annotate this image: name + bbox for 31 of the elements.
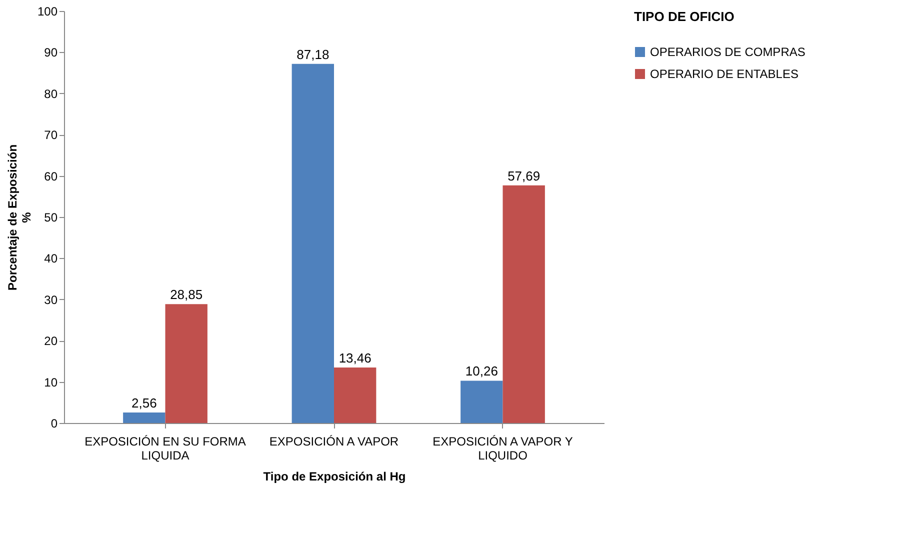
- legend-label: OPERARIO DE ENTABLES: [650, 67, 798, 81]
- data-label: 10,26: [465, 364, 498, 379]
- data-label: 87,18: [296, 46, 330, 62]
- bar: [502, 185, 545, 423]
- bar: [165, 304, 208, 423]
- data-label: 28,85: [170, 287, 203, 302]
- y-tick-label: 0: [50, 416, 58, 430]
- legend-label: OPERARIOS DE COMPRAS: [650, 45, 806, 59]
- x-axis-title: Tipo de Exposición al Hg: [263, 470, 406, 484]
- data-label: 57,69: [508, 168, 540, 184]
- y-tick-label: 20: [44, 334, 58, 348]
- data-label: 13,46: [338, 350, 372, 366]
- y-tick-label: 50: [44, 210, 58, 224]
- y-tick-label: 70: [44, 128, 58, 142]
- y-axis-title: Porcentaje de Exposición %: [5, 144, 34, 291]
- y-tick-label: 30: [44, 292, 58, 307]
- bar: [292, 64, 334, 423]
- x-tick-label: EXPOSICIÓN EN SU FORMA LIQUIDA: [84, 434, 246, 462]
- y-tick-label: 100: [37, 4, 58, 18]
- y-tick-label: 10: [44, 375, 58, 390]
- y-tick-label: 80: [44, 86, 58, 101]
- bar: [123, 412, 166, 423]
- y-tick-label: 60: [44, 169, 58, 184]
- bar: [460, 380, 503, 423]
- x-tick-label: EXPOSICIÓN A VAPOR Y LIQUIDO: [432, 434, 573, 462]
- data-label: 2,56: [132, 395, 157, 410]
- bar: [334, 368, 376, 423]
- x-tick-label: EXPOSICIÓN A VAPOR: [269, 434, 399, 448]
- y-tick-label: 40: [44, 252, 58, 266]
- legend-title: TIPO DE OFICIO: [634, 9, 734, 24]
- y-tick-label: 90: [44, 46, 58, 60]
